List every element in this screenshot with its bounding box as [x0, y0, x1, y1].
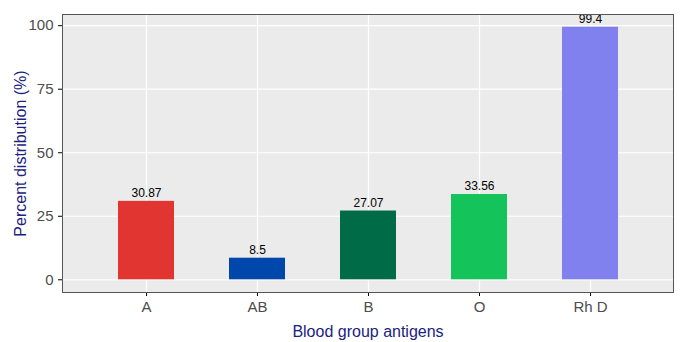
svg-text:B: B	[363, 298, 373, 315]
svg-text:8.5: 8.5	[249, 243, 266, 257]
svg-text:AB: AB	[247, 298, 267, 315]
svg-text:A: A	[141, 298, 151, 315]
svg-text:Percent distribution (%): Percent distribution (%)	[12, 70, 29, 236]
svg-text:Blood group antigens: Blood group antigens	[292, 323, 443, 340]
svg-text:33.56: 33.56	[464, 179, 494, 193]
svg-text:50: 50	[37, 144, 54, 161]
svg-text:75: 75	[37, 80, 54, 97]
svg-text:99.4: 99.4	[578, 12, 603, 26]
svg-text:0: 0	[45, 271, 53, 288]
svg-text:25: 25	[37, 207, 54, 224]
svg-text:100: 100	[28, 16, 53, 33]
svg-text:27.07: 27.07	[353, 196, 383, 210]
svg-text:O: O	[474, 298, 486, 315]
svg-text:30.87: 30.87	[131, 186, 161, 200]
svg-text:Rh D: Rh D	[573, 298, 607, 315]
